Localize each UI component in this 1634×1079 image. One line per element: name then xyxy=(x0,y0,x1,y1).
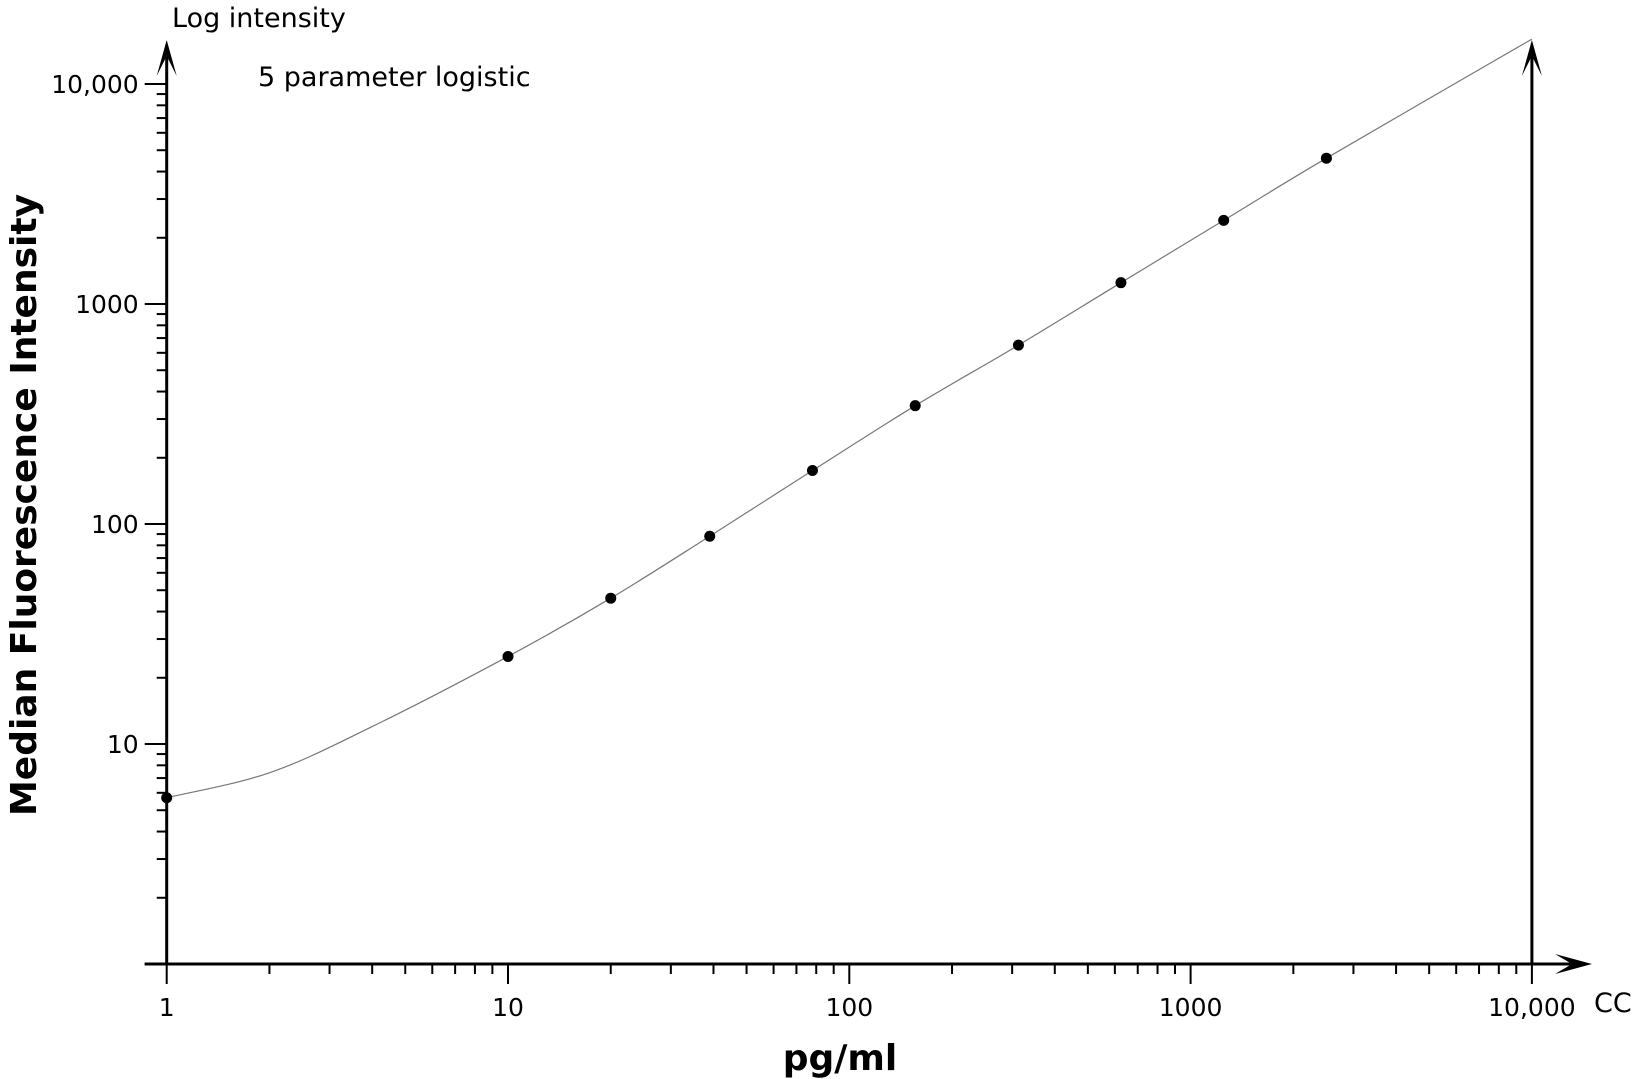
data-point xyxy=(1115,277,1127,289)
y-tick-label: 10 xyxy=(107,730,139,759)
y-axis-arrow-icon xyxy=(156,40,177,76)
y-tick-label: 100 xyxy=(91,510,139,539)
data-point xyxy=(502,650,514,662)
y-tick-label: 10,000 xyxy=(51,70,138,99)
x-tick-label: 10 xyxy=(492,993,524,1022)
data-point xyxy=(605,592,617,604)
data-point xyxy=(1218,214,1230,226)
axes: 10 100 1000 10,000 1 10 100 1000 10,000 xyxy=(51,40,1592,1022)
y-axis-top-label: Log intensity xyxy=(172,3,346,34)
curve-annotation: 5 parameter logistic xyxy=(258,62,531,93)
right-boundary-arrow-icon xyxy=(1521,40,1542,76)
data-point xyxy=(909,400,921,412)
data-point xyxy=(1012,339,1024,351)
data-point xyxy=(161,792,173,804)
x-tick-label: 1 xyxy=(159,993,175,1022)
y-axis-title: Median Fluorescence Intensity xyxy=(4,194,45,816)
y-tick-label: 1000 xyxy=(75,290,139,319)
x-tick-label: 100 xyxy=(825,993,873,1022)
x-axis-end-label: CC xyxy=(1594,988,1632,1019)
x-axis-arrow-icon xyxy=(1555,954,1592,974)
data-point xyxy=(704,530,716,542)
x-tick-label: 1000 xyxy=(1159,993,1223,1022)
data-points xyxy=(161,152,1332,804)
x-tick-label: 10,000 xyxy=(1488,993,1575,1022)
data-point xyxy=(1320,152,1332,164)
data-point xyxy=(806,465,818,477)
x-axis-title: pg/ml xyxy=(783,1038,898,1079)
